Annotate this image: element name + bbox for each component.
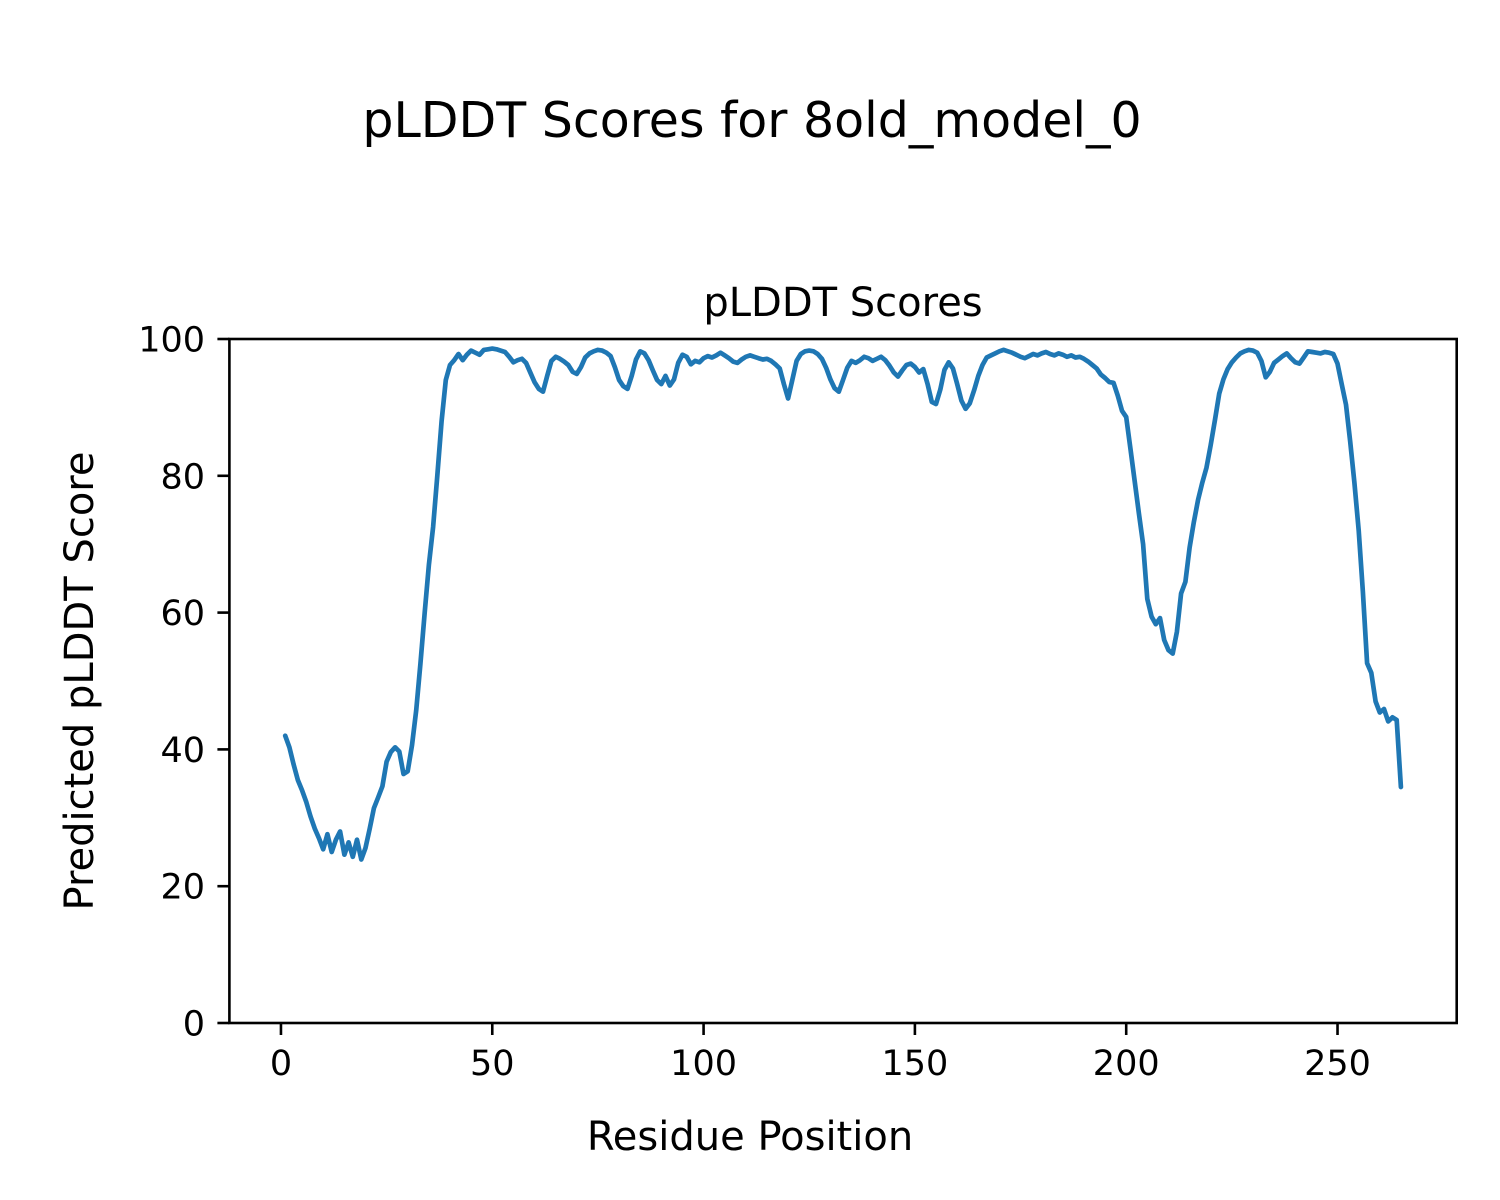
y-tick-label: 40	[160, 731, 205, 771]
x-axis-ticks: 0 50 100 150 200 250	[270, 1023, 1371, 1084]
y-axis-ticks: 0 20 40 60 80 100	[138, 321, 230, 1045]
x-axis-label: Residue Position	[587, 1114, 913, 1160]
x-tick-label: 250	[1304, 1044, 1371, 1084]
axes-title: pLDDT Scores	[703, 280, 982, 326]
x-tick-label: 50	[470, 1044, 515, 1084]
y-tick-label: 20	[160, 868, 205, 908]
x-tick-label: 0	[270, 1044, 292, 1084]
y-tick-label: 100	[138, 321, 205, 361]
plddt-line	[282, 346, 1404, 862]
figure-title: pLDDT Scores for 8old_model_0	[362, 92, 1141, 149]
y-axis-label: Predicted pLDDT Score	[57, 452, 103, 911]
y-tick-label: 60	[160, 594, 205, 634]
x-tick-label: 100	[670, 1044, 737, 1084]
y-tick-label: 0	[183, 1005, 205, 1045]
x-tick-label: 200	[1093, 1044, 1160, 1084]
y-tick-label: 80	[160, 457, 205, 497]
x-tick-label: 150	[881, 1044, 948, 1084]
axes-frame	[228, 337, 1459, 1025]
